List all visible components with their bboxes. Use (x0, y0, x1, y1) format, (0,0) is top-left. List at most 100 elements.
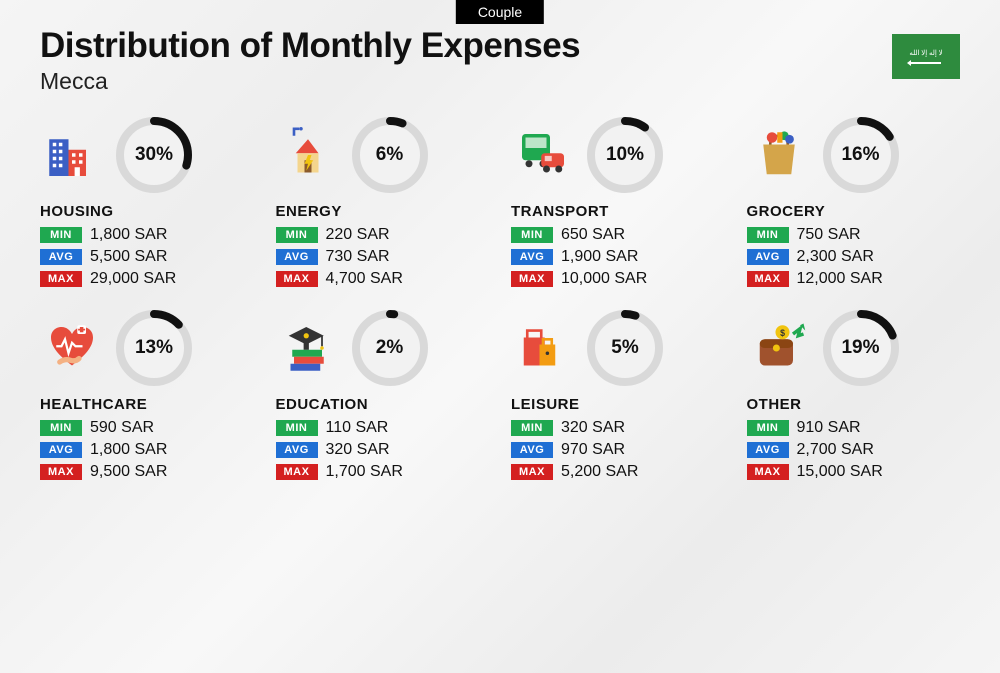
min-value: 220 SAR (326, 226, 390, 244)
avg-value: 730 SAR (326, 248, 390, 266)
max-value: 10,000 SAR (561, 270, 647, 288)
category-name: HOUSING (40, 203, 254, 220)
min-tag: MIN (747, 420, 789, 436)
category-name: OTHER (747, 396, 961, 413)
min-tag: MIN (40, 420, 82, 436)
percent-label: 30% (135, 144, 173, 166)
avg-value: 320 SAR (326, 441, 390, 459)
min-tag: MIN (40, 227, 82, 243)
max-tag: MAX (747, 464, 789, 480)
stat-min: MIN 590 SAR (40, 419, 254, 437)
min-value: 320 SAR (561, 419, 625, 437)
max-value: 1,700 SAR (326, 463, 403, 481)
min-tag: MIN (511, 227, 553, 243)
stat-avg: AVG 1,900 SAR (511, 248, 725, 266)
card-top: 5% (511, 310, 725, 386)
stat-max: MAX 4,700 SAR (276, 270, 490, 288)
stat-max: MAX 1,700 SAR (276, 463, 490, 481)
percent-label: 5% (611, 337, 638, 359)
stat-min: MIN 1,800 SAR (40, 226, 254, 244)
expense-card: 10% TRANSPORT MIN 650 SAR AVG 1,900 SAR … (511, 117, 725, 292)
max-tag: MAX (40, 271, 82, 287)
stat-min: MIN 750 SAR (747, 226, 961, 244)
max-value: 15,000 SAR (797, 463, 883, 481)
stat-avg: AVG 320 SAR (276, 441, 490, 459)
expense-card: $ 19% OTHER MIN 910 SAR AVG 2,700 SAR MA… (747, 310, 961, 485)
min-value: 110 SAR (326, 419, 389, 437)
country-flag-icon: لا إله إلا الله (892, 34, 960, 79)
stat-min: MIN 910 SAR (747, 419, 961, 437)
avg-value: 2,700 SAR (797, 441, 874, 459)
max-tag: MAX (747, 271, 789, 287)
avg-tag: AVG (511, 249, 553, 265)
min-value: 1,800 SAR (90, 226, 167, 244)
max-value: 12,000 SAR (797, 270, 883, 288)
percent-ring: 5% (587, 310, 663, 386)
stat-min: MIN 320 SAR (511, 419, 725, 437)
card-top: 30% (40, 117, 254, 193)
min-tag: MIN (276, 227, 318, 243)
stat-max: MAX 29,000 SAR (40, 270, 254, 288)
percent-ring: 13% (116, 310, 192, 386)
expense-card: 6% ENERGY MIN 220 SAR AVG 730 SAR MAX 4,… (276, 117, 490, 292)
header-text: Distribution of Monthly Expenses Mecca (40, 26, 580, 95)
category-name: EDUCATION (276, 396, 490, 413)
percent-label: 19% (841, 337, 879, 359)
stat-avg: AVG 970 SAR (511, 441, 725, 459)
max-value: 4,700 SAR (326, 270, 403, 288)
expense-card: 16% GROCERY MIN 750 SAR AVG 2,300 SAR MA… (747, 117, 961, 292)
expense-card: 2% EDUCATION MIN 110 SAR AVG 320 SAR MAX… (276, 310, 490, 485)
avg-tag: AVG (747, 249, 789, 265)
max-tag: MAX (276, 271, 318, 287)
stat-avg: AVG 2,700 SAR (747, 441, 961, 459)
stat-max: MAX 5,200 SAR (511, 463, 725, 481)
max-value: 9,500 SAR (90, 463, 167, 481)
category-name: GROCERY (747, 203, 961, 220)
percent-ring: 30% (116, 117, 192, 193)
education-icon (276, 316, 340, 380)
healthcare-icon (40, 316, 104, 380)
stat-avg: AVG 5,500 SAR (40, 248, 254, 266)
percent-label: 10% (606, 144, 644, 166)
max-tag: MAX (511, 464, 553, 480)
category-name: TRANSPORT (511, 203, 725, 220)
card-top: 2% (276, 310, 490, 386)
category-name: ENERGY (276, 203, 490, 220)
stat-max: MAX 15,000 SAR (747, 463, 961, 481)
percent-ring: 10% (587, 117, 663, 193)
avg-tag: AVG (276, 249, 318, 265)
avg-value: 1,900 SAR (561, 248, 638, 266)
stat-max: MAX 12,000 SAR (747, 270, 961, 288)
card-top: 10% (511, 117, 725, 193)
min-value: 750 SAR (797, 226, 861, 244)
expense-card: 13% HEALTHCARE MIN 590 SAR AVG 1,800 SAR… (40, 310, 254, 485)
category-name: HEALTHCARE (40, 396, 254, 413)
avg-value: 1,800 SAR (90, 441, 167, 459)
max-tag: MAX (276, 464, 318, 480)
max-tag: MAX (511, 271, 553, 287)
percent-ring: 16% (823, 117, 899, 193)
card-top: $ 19% (747, 310, 961, 386)
page-title: Distribution of Monthly Expenses (40, 26, 580, 66)
stat-max: MAX 10,000 SAR (511, 270, 725, 288)
stat-avg: AVG 1,800 SAR (40, 441, 254, 459)
expense-grid: 30% HOUSING MIN 1,800 SAR AVG 5,500 SAR … (0, 95, 1000, 485)
stat-min: MIN 650 SAR (511, 226, 725, 244)
avg-value: 970 SAR (561, 441, 625, 459)
other-icon: $ (747, 316, 811, 380)
housing-icon (40, 123, 104, 187)
avg-tag: AVG (276, 442, 318, 458)
svg-text:$: $ (780, 328, 785, 338)
leisure-icon (511, 316, 575, 380)
max-value: 5,200 SAR (561, 463, 638, 481)
expense-card: 5% LEISURE MIN 320 SAR AVG 970 SAR MAX 5… (511, 310, 725, 485)
city-name: Mecca (40, 68, 580, 95)
card-top: 13% (40, 310, 254, 386)
avg-tag: AVG (40, 442, 82, 458)
avg-tag: AVG (511, 442, 553, 458)
min-tag: MIN (511, 420, 553, 436)
card-top: 16% (747, 117, 961, 193)
household-tag: Couple (456, 0, 544, 24)
percent-label: 6% (376, 144, 403, 166)
avg-tag: AVG (747, 442, 789, 458)
